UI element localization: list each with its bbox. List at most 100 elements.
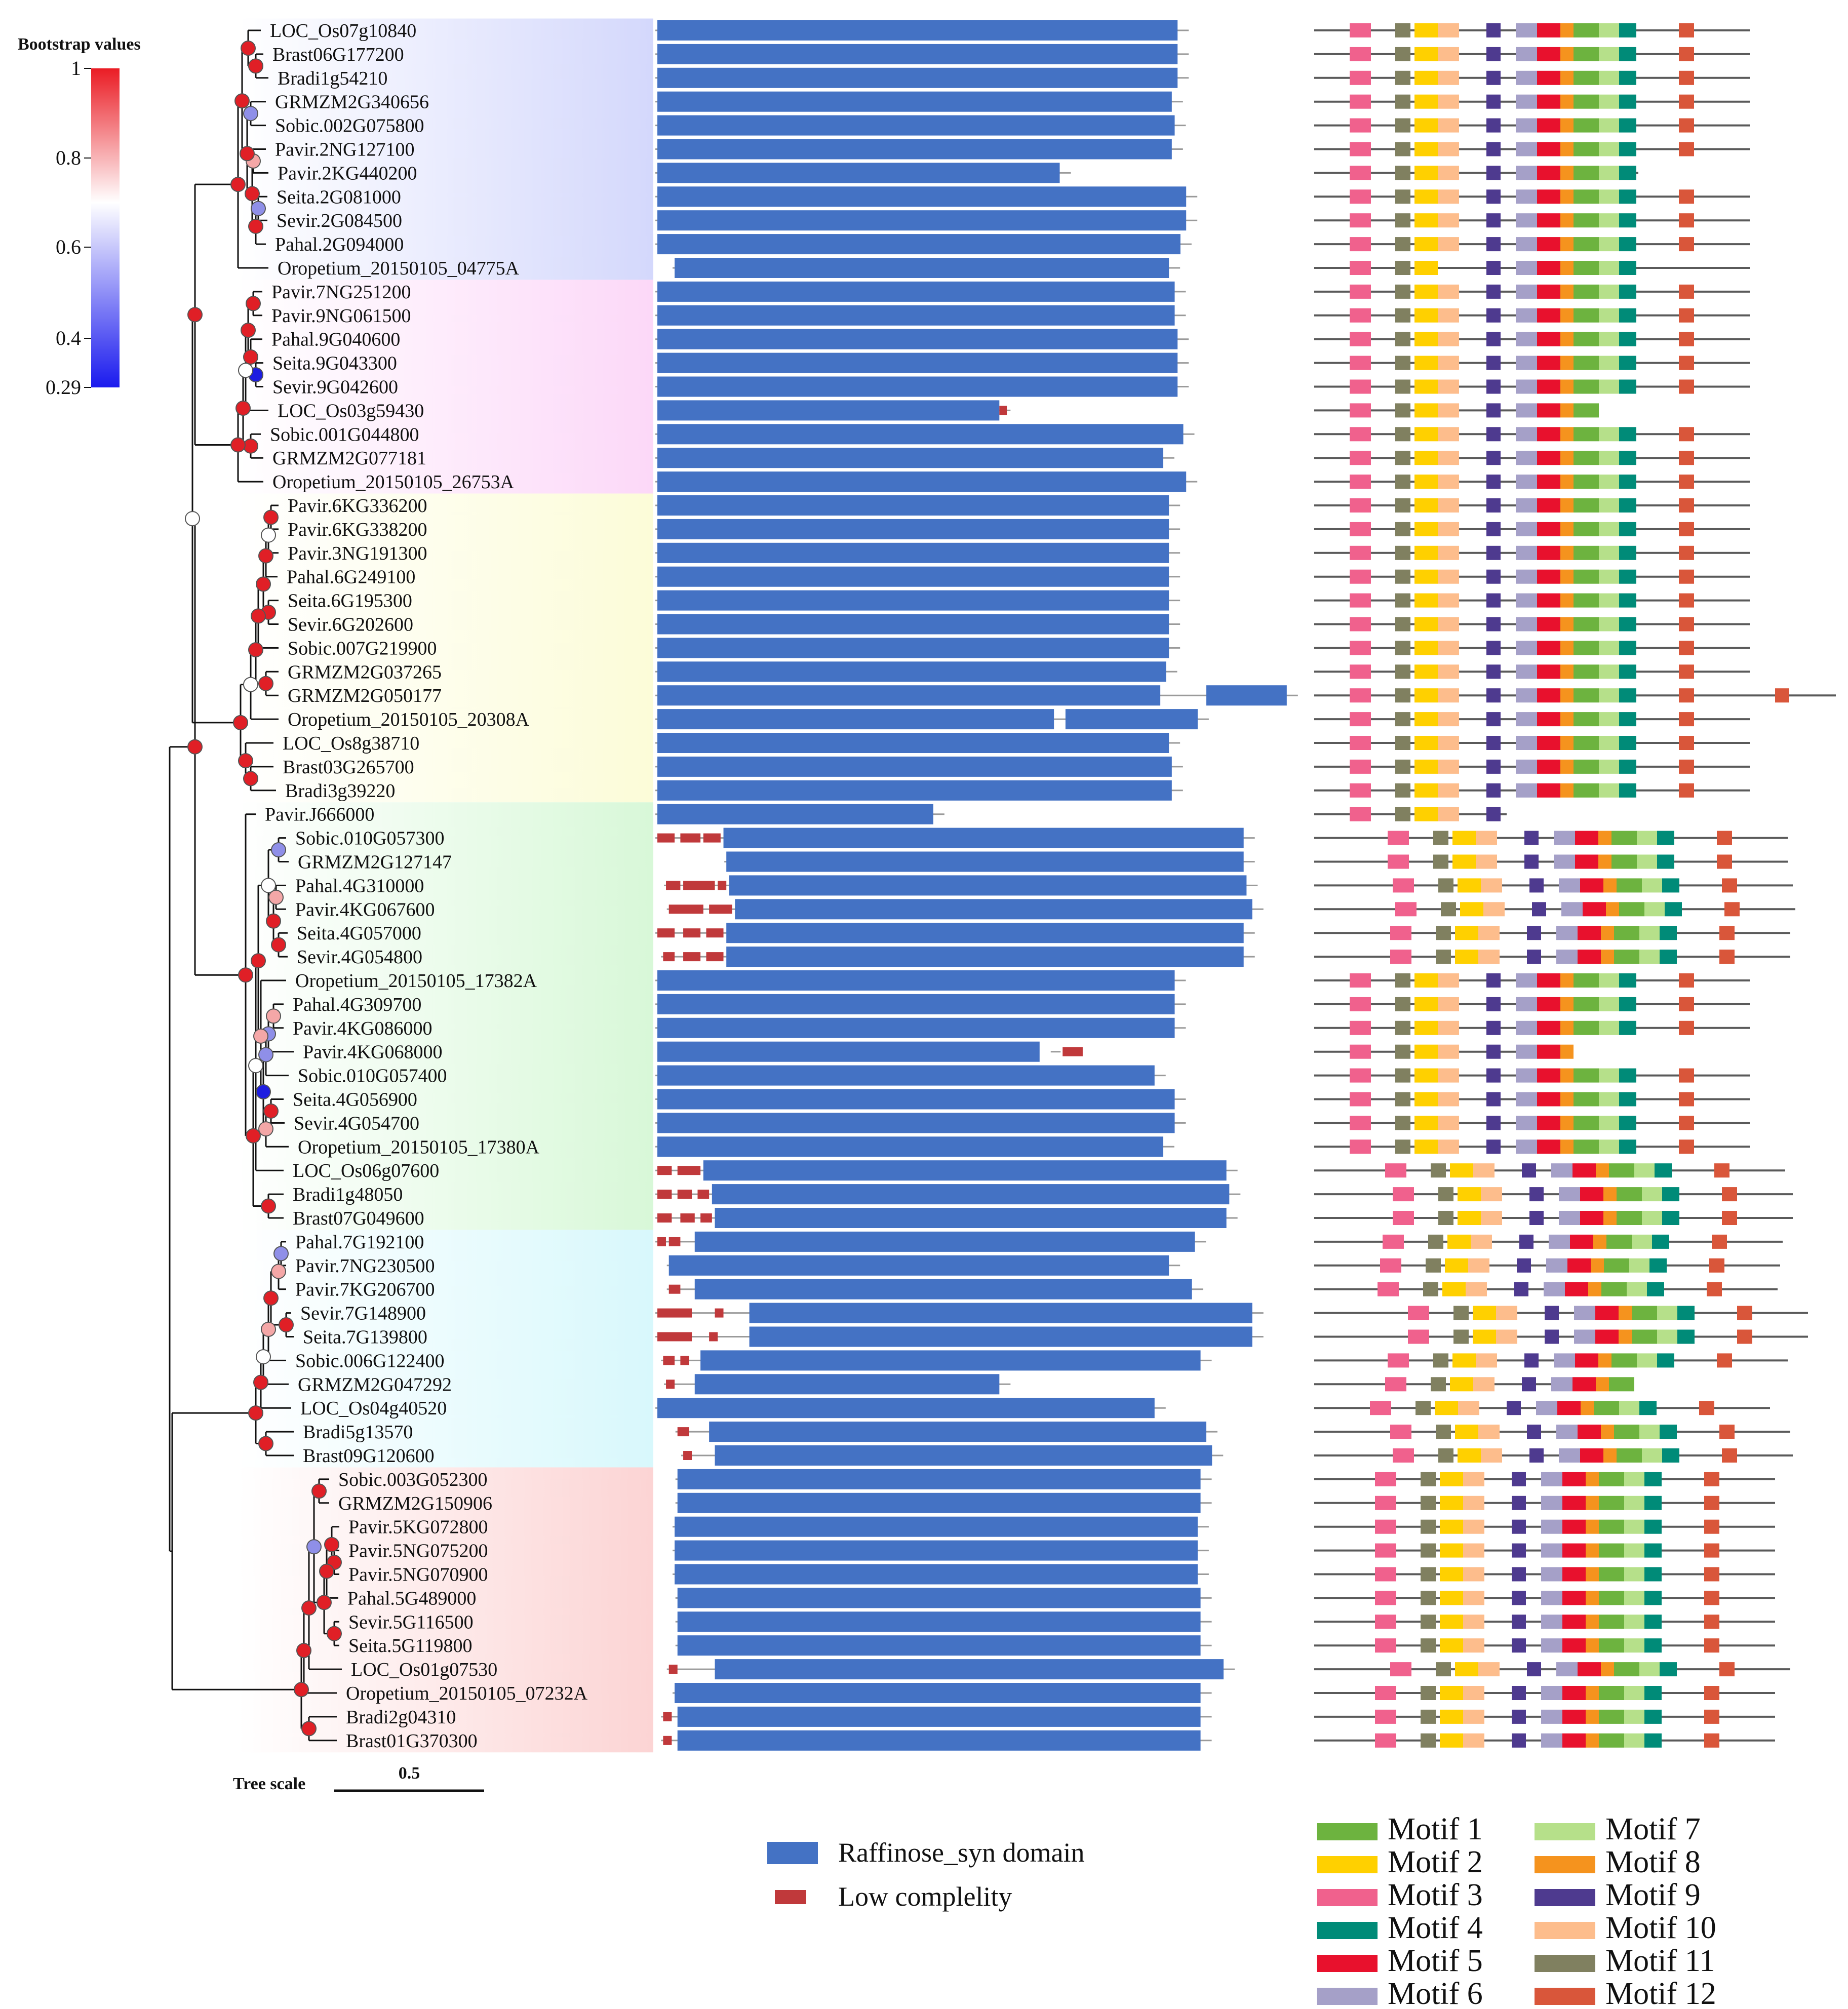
motif-block [1350, 1139, 1371, 1154]
motif-block [1438, 475, 1459, 489]
motif-block [1414, 736, 1438, 750]
motif-block [1574, 47, 1599, 61]
bootstrap-node [248, 218, 263, 234]
motif-block [1611, 854, 1637, 869]
motif-block [1586, 1472, 1599, 1486]
tip-label: Oropetium_20150105_17382A [295, 970, 537, 992]
raffinose-domain [657, 566, 1169, 587]
motif-block [1562, 1709, 1586, 1724]
motif-block [1560, 1139, 1574, 1154]
motif-block [1657, 854, 1674, 869]
bootstrap-node [263, 1290, 279, 1306]
motif-block [1537, 142, 1560, 156]
tip-label: Pahal.5G489000 [347, 1588, 476, 1609]
tip-label: Pahal.9G040600 [271, 329, 400, 350]
motif-block [1512, 1495, 1526, 1510]
motif-block [1679, 783, 1694, 798]
motif-block [1599, 712, 1619, 727]
motif-block [1679, 759, 1694, 774]
motif-block [1599, 545, 1619, 560]
motif-block [1662, 1211, 1679, 1225]
motif-block [1586, 1686, 1599, 1700]
motif-block [1679, 545, 1694, 560]
bootstrap-node [258, 676, 273, 691]
motif-block [1574, 94, 1599, 109]
motif-block [1486, 166, 1501, 180]
motif-block [1385, 1377, 1406, 1392]
raffinose-domain [700, 1350, 1201, 1371]
motif-block [1619, 118, 1636, 133]
motif-block [1438, 70, 1459, 85]
motif-block [1421, 1591, 1436, 1605]
motif-block [1619, 213, 1636, 228]
motif-block [1414, 427, 1438, 442]
motif-block [1679, 94, 1694, 109]
bootstrap-legend-title: Bootstrap values [18, 35, 141, 54]
motif-block [1350, 142, 1371, 156]
motif-block [1414, 451, 1438, 465]
bootstrap-node [251, 953, 266, 969]
motif-block [1560, 475, 1574, 489]
motif-block [1486, 213, 1501, 228]
motif-block [1609, 1163, 1634, 1178]
motif-block [1463, 1709, 1484, 1724]
motif-block [1679, 142, 1694, 156]
motif-block [1460, 902, 1483, 917]
motif-block [1619, 997, 1636, 1011]
motif-block [1619, 641, 1636, 655]
motif-block [1481, 1211, 1502, 1225]
motif-block [1438, 522, 1459, 536]
motif-block [1516, 997, 1537, 1011]
motif-block [1395, 189, 1410, 204]
tip-label: GRMZM2G150906 [338, 1493, 492, 1514]
low-complexity-region [709, 1332, 718, 1342]
bootstrap-node [246, 1128, 261, 1144]
tip-label: Seita.9G043300 [272, 353, 397, 374]
motif-block [1414, 1139, 1438, 1154]
motif-block [1560, 332, 1574, 346]
motif-block [1537, 1092, 1560, 1107]
motif-block [1537, 261, 1560, 275]
motif-block [1662, 1448, 1679, 1463]
motif-block [1350, 1044, 1371, 1059]
motif-block [1599, 593, 1619, 608]
motif-block [1428, 1234, 1443, 1249]
motif-block [1390, 950, 1411, 964]
motif-block [1486, 118, 1501, 133]
motif-block [1617, 878, 1642, 893]
tip-label: Pahal.7G192100 [295, 1232, 424, 1253]
motif-block [1580, 1211, 1603, 1225]
motif-block [1599, 47, 1619, 61]
motif-block [1524, 854, 1539, 869]
motif-block [1560, 356, 1574, 370]
motif-block [1599, 641, 1619, 655]
motif-block [1436, 1662, 1451, 1677]
tip-label: LOC_Os01g07530 [351, 1659, 497, 1680]
motif-block [1486, 498, 1501, 513]
motif-block [1421, 1519, 1436, 1534]
motif-block [1414, 641, 1438, 655]
motif-block [1486, 70, 1501, 85]
motif-block [1580, 878, 1603, 893]
motif-block [1375, 1495, 1396, 1510]
tip-label: Sevir.4G054700 [294, 1113, 419, 1134]
motif-block [1619, 664, 1636, 679]
motif-block [1574, 617, 1599, 632]
motif-block [1527, 950, 1541, 964]
motif-block [1436, 950, 1451, 964]
bootstrap-node [271, 842, 286, 858]
motif-block [1438, 403, 1459, 418]
motif-block [1707, 1282, 1722, 1296]
motif-block [1516, 237, 1537, 252]
motif-block [1507, 1401, 1521, 1415]
raffinose-domain [657, 638, 1169, 658]
motif-block [1414, 379, 1438, 394]
motif-block [1438, 451, 1459, 465]
motif-block [1639, 1662, 1660, 1677]
low-complexity-region [715, 1308, 724, 1318]
motif-block [1545, 1306, 1559, 1320]
motif-block [1559, 1211, 1580, 1225]
bootstrap-node [296, 1643, 311, 1659]
motif-block [1440, 1472, 1463, 1486]
